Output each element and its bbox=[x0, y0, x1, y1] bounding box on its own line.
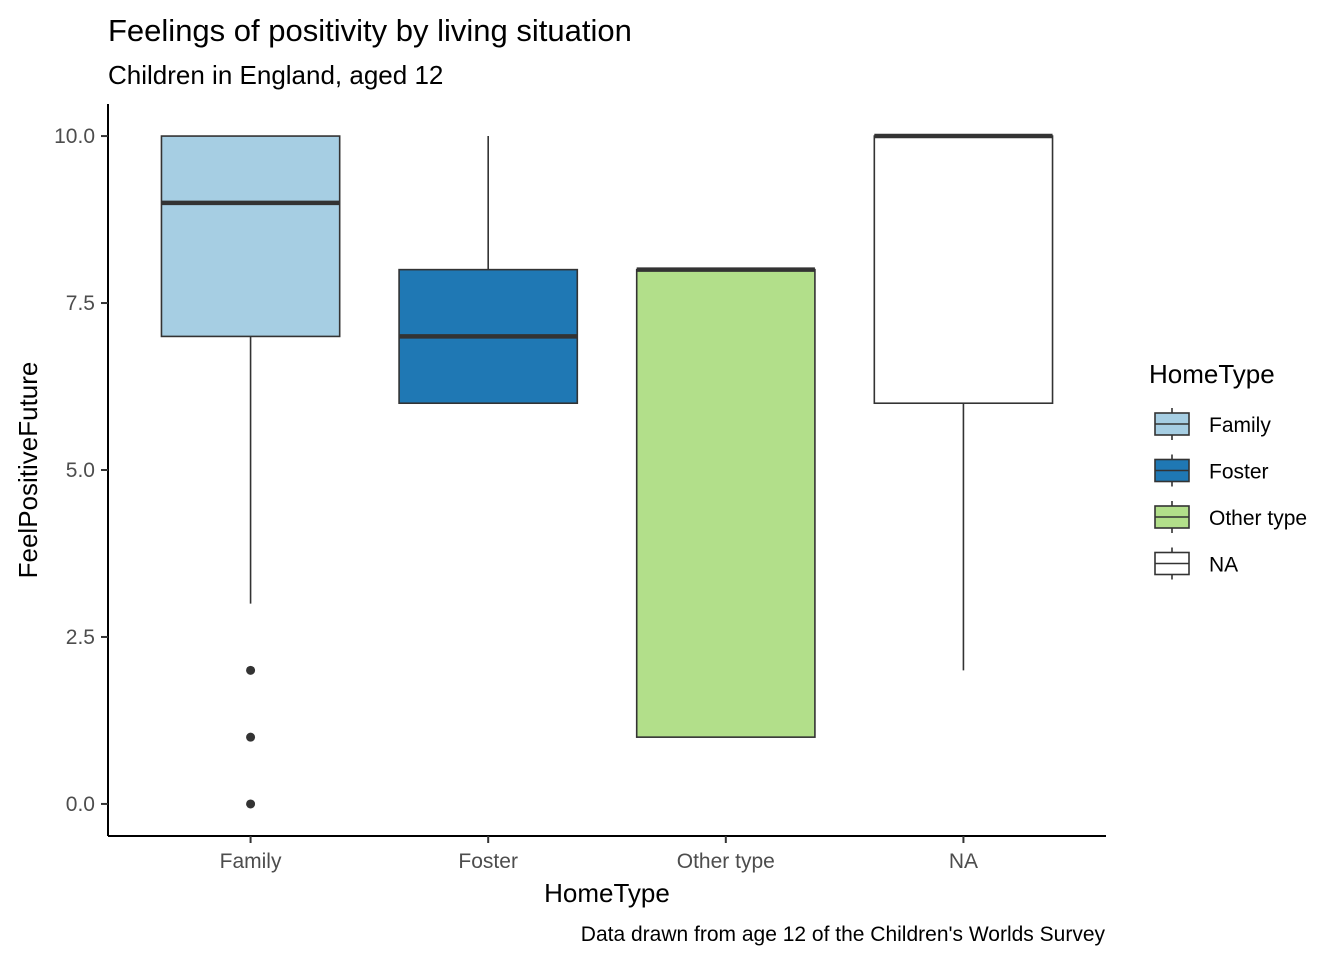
legend: HomeType Family Foster Other type NA bbox=[1149, 359, 1307, 580]
plot-area bbox=[160, 133, 1054, 809]
outlier-point bbox=[246, 665, 256, 675]
x-tick-label: Foster bbox=[458, 850, 518, 873]
legend-item-label: Other type bbox=[1209, 507, 1307, 530]
box-iqr bbox=[160, 135, 341, 338]
chart-caption: Data drawn from age 12 of the Children's… bbox=[581, 923, 1106, 946]
outlier-point bbox=[246, 732, 256, 742]
box-other-type bbox=[635, 267, 816, 738]
x-tick-label: Other type bbox=[677, 850, 775, 873]
chart-subtitle: Children in England, aged 12 bbox=[108, 60, 443, 90]
box-foster bbox=[398, 136, 579, 405]
legend-item-label: NA bbox=[1209, 554, 1238, 577]
chart-title: Feelings of positivity by living situati… bbox=[108, 13, 632, 48]
x-tick-label: NA bbox=[949, 850, 978, 873]
x-axis-label: HomeType bbox=[544, 878, 670, 908]
y-tick-label: 7.5 bbox=[66, 292, 95, 315]
legend-key bbox=[1154, 501, 1190, 533]
legend-key bbox=[1154, 454, 1190, 487]
legend-item-label: Foster bbox=[1209, 461, 1269, 484]
box-na bbox=[873, 133, 1054, 671]
y-tick-label: 10.0 bbox=[54, 125, 95, 148]
y-axis-label: FeelPositiveFuture bbox=[13, 362, 43, 579]
legend-item-label: Family bbox=[1209, 414, 1271, 437]
x-tick-label: Family bbox=[220, 850, 282, 873]
y-tick-label: 0.0 bbox=[66, 793, 95, 816]
y-tick-label: 2.5 bbox=[66, 626, 95, 649]
box-family bbox=[160, 135, 341, 809]
box-iqr bbox=[635, 268, 816, 738]
x-axis-ticks: Family Foster Other type NA bbox=[220, 836, 978, 873]
y-tick-label: 5.0 bbox=[66, 459, 95, 482]
box-iqr bbox=[873, 135, 1054, 405]
legend-key bbox=[1154, 547, 1190, 580]
legend-key bbox=[1154, 408, 1190, 440]
outlier-point bbox=[246, 799, 256, 809]
legend-title: HomeType bbox=[1149, 359, 1275, 389]
y-axis-ticks: 0.0 2.5 5.0 7.5 10.0 bbox=[54, 125, 108, 816]
